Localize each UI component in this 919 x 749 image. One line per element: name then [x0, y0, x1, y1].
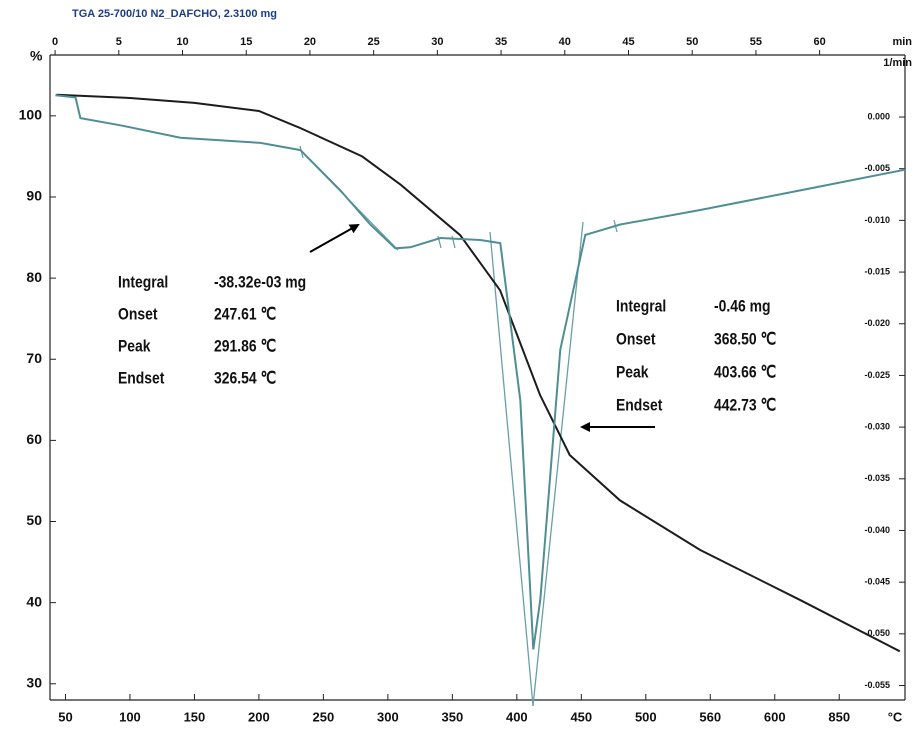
annotation-value: 403.66 ℃ [714, 363, 777, 382]
y2-tick-label: -0.015 [864, 266, 890, 276]
x2-tick-label: 0 [52, 36, 58, 48]
x2-tick-label: 60 [814, 36, 826, 48]
annotation-label: Integral [118, 273, 168, 292]
x-tick-label: 300 [377, 709, 399, 724]
y-tick-label: 50 [26, 512, 42, 528]
x2-tick-label: 20 [304, 36, 316, 48]
y-tick-label: 60 [26, 431, 42, 447]
y2-axis-label: 1/min [883, 57, 912, 69]
chart-title: TGA 25-700/10 N2_DAFCHO, 2.3100 mg [72, 8, 277, 20]
x-tick-label: 100 [119, 709, 141, 724]
arrow [309, 224, 360, 253]
y-tick-label: 80 [26, 269, 42, 285]
x-tick-label: 50 [58, 709, 72, 724]
x-tick-label: 500 [635, 709, 657, 724]
y-tick-label: 70 [26, 350, 42, 366]
x-tick-label: 600 [764, 709, 786, 724]
annotation-label: Integral [616, 297, 666, 316]
annotation-value: 326.54 ℃ [214, 369, 277, 388]
y2-tick-label: -0.030 [864, 421, 890, 431]
annotation-label: Onset [118, 305, 157, 324]
y2-tick-label: -0.045 [864, 577, 890, 587]
x2-tick-label: 50 [686, 36, 698, 48]
data-line [55, 94, 906, 650]
y-tick-label: 30 [26, 674, 42, 690]
y-tick-label: 100 [19, 107, 43, 123]
x-tick-label: 450 [570, 709, 592, 724]
y2-tick-label: 0.000 [867, 111, 890, 121]
y2-tick-label: -0.020 [864, 318, 890, 328]
annotation-label: Peak [118, 337, 151, 356]
annotation-value: -0.46 mg [714, 297, 771, 316]
x2-tick-label: 55 [750, 36, 762, 48]
x2-tick-label: 30 [431, 36, 443, 48]
x-tick-label: 400 [506, 709, 528, 724]
x-tick-label: 250 [313, 709, 335, 724]
x2-tick-label: 10 [176, 36, 188, 48]
x2-tick-label: 25 [368, 36, 380, 48]
x2-axis-label: min [892, 36, 912, 48]
y2-tick-label: -0.035 [864, 473, 890, 483]
annotation-value: 442.73 ℃ [714, 396, 777, 415]
y2-tick-label: -0.010 [864, 215, 890, 225]
x-tick-label: 350 [442, 709, 464, 724]
annotation-label: Peak [616, 363, 649, 382]
data-line [56, 93, 901, 653]
y2-tick-label: -0.050 [864, 628, 890, 638]
y-axis-label: % [30, 48, 43, 64]
x-tick-label: 200 [248, 709, 270, 724]
annotation-label: Onset [616, 330, 655, 349]
y2-tick-label: -0.025 [864, 370, 890, 380]
annotation-value: 247.61 ℃ [214, 305, 277, 324]
y-tick-label: 90 [26, 188, 42, 204]
annotation-value: 291.86 ℃ [214, 337, 277, 356]
x2-tick-label: 15 [240, 36, 252, 48]
annotation-label: Endset [616, 396, 662, 415]
x-axis-label: °C [888, 709, 903, 724]
y-tick-label: 40 [26, 593, 42, 609]
x-tick-label: 560 [699, 709, 721, 724]
x2-tick-label: 45 [622, 36, 634, 48]
y2-tick-label: -0.040 [864, 525, 890, 535]
x-tick-label: 850 [828, 709, 850, 724]
x2-tick-label: 40 [559, 36, 571, 48]
y2-tick-label: -0.055 [864, 680, 890, 690]
x2-tick-label: 35 [495, 36, 507, 48]
y2-tick-label: -0.005 [864, 163, 890, 173]
annotation-value: -38.32e-03 mg [214, 273, 306, 292]
annotation-value: 368.50 ℃ [714, 330, 777, 349]
x2-tick-label: 5 [116, 36, 122, 48]
x-tick-label: 150 [184, 709, 206, 724]
annotation-label: Endset [118, 369, 164, 388]
